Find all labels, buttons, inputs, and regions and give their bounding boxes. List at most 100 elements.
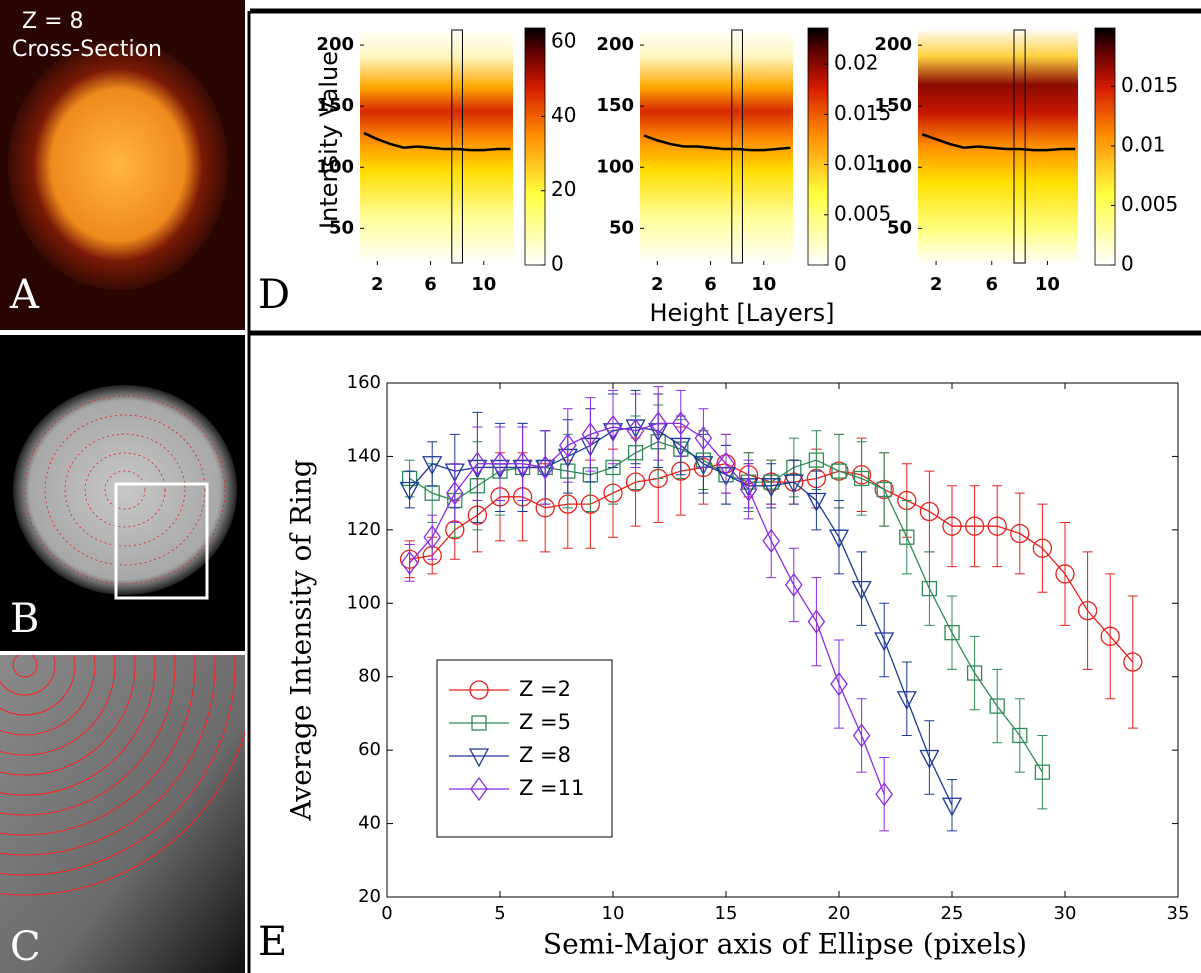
- error-bar: [901, 661, 912, 736]
- x-axis-label: Semi-Major axis of Ellipse (pixels): [543, 928, 1027, 961]
- error-bar: [585, 397, 596, 472]
- panel-letter: A: [9, 272, 40, 318]
- error-bar: [540, 430, 551, 505]
- colorbar-tick-label: 0.015: [1121, 73, 1178, 97]
- error-bar: [1037, 503, 1048, 593]
- error-bar: [879, 756, 890, 832]
- marker: [1032, 538, 1053, 558]
- error-bar: [879, 452, 890, 527]
- cell-ellipse: [13, 385, 237, 595]
- marker: [761, 478, 782, 498]
- colorbar-tick-label: 60: [551, 29, 576, 53]
- colorbar-tick-label: 20: [551, 177, 576, 201]
- x-tick-label: 0: [381, 903, 392, 924]
- marker: [941, 797, 963, 817]
- error-bar: [947, 595, 957, 670]
- heatmap: [360, 28, 513, 265]
- error-bar: [788, 459, 799, 505]
- zoom-box: [114, 482, 209, 600]
- error-bar: [517, 426, 528, 501]
- y-tick-label: 100: [316, 156, 354, 177]
- marker: [1010, 523, 1030, 544]
- marker: [694, 425, 713, 451]
- marker: [783, 474, 804, 494]
- error-bar: [472, 426, 483, 501]
- highlight-box: [731, 29, 743, 264]
- error-bar: [675, 389, 686, 457]
- y-tick-label: 50: [887, 217, 912, 238]
- marker: [852, 723, 871, 748]
- colorbar-tick-label: 0: [551, 252, 564, 276]
- marker: [399, 481, 420, 501]
- marker: [851, 580, 872, 600]
- ellipse-rings: [24, 395, 226, 585]
- colorbar: [524, 27, 546, 266]
- error-bar: [427, 441, 438, 487]
- marker: [919, 749, 940, 769]
- marker: [1034, 764, 1051, 780]
- x-tick-label: 30: [1054, 903, 1077, 924]
- marker: [470, 776, 488, 802]
- x-tick-label: 6: [985, 274, 998, 295]
- marker: [1123, 652, 1143, 672]
- d-y-label: Intensity Value: [315, 51, 343, 229]
- colorbar-tick-label: 0.005: [834, 201, 891, 225]
- marker: [830, 671, 848, 697]
- panel-letter: E: [258, 919, 287, 965]
- x-tick-label: 35: [1167, 903, 1190, 924]
- y-tick-label: 100: [347, 592, 381, 613]
- error-bar: [856, 441, 867, 516]
- colorbar-tick-label: 0.01: [1121, 132, 1166, 156]
- y-tick-label: 100: [596, 156, 634, 177]
- error-bar: [562, 408, 573, 483]
- marker: [874, 632, 895, 652]
- error-bar: [1082, 551, 1093, 670]
- mean-line: [643, 134, 791, 152]
- error-bar: [811, 470, 822, 531]
- x-tick-label: 2: [930, 274, 943, 295]
- marker: [445, 481, 464, 506]
- heatmap: [918, 28, 1078, 265]
- error-bar: [947, 485, 957, 568]
- y-tick-label: 140: [347, 445, 381, 466]
- marker: [808, 452, 825, 468]
- colorbar-tick-label: 0.01: [834, 151, 879, 175]
- y-tick-label: 150: [596, 95, 634, 116]
- mean-line: [921, 133, 1076, 152]
- marker: [739, 477, 758, 502]
- y-tick-label: 200: [874, 34, 912, 55]
- marker: [989, 698, 1005, 714]
- colorbar: [1094, 27, 1116, 266]
- marker: [1100, 626, 1120, 646]
- marker: [807, 609, 826, 634]
- error-bar: [1014, 698, 1025, 773]
- error-bar: [924, 720, 935, 795]
- marker: [604, 414, 622, 440]
- error-bar: [1127, 595, 1138, 729]
- marker: [876, 481, 892, 498]
- marker: [491, 451, 509, 476]
- error-bar: [1014, 492, 1025, 575]
- error-bar: [901, 499, 912, 575]
- colorbar: [807, 27, 829, 266]
- marker: [987, 516, 1007, 536]
- y-tick-label: 100: [874, 156, 912, 177]
- mean-line: [363, 131, 511, 152]
- highlight-box: [451, 29, 463, 264]
- marker: [423, 525, 442, 550]
- y-tick-label: 200: [316, 34, 354, 55]
- error-bar: [698, 408, 709, 468]
- marker: [1012, 727, 1028, 744]
- error-bar: [992, 668, 1003, 744]
- caption: Cross-Section: [12, 37, 162, 62]
- z-label: Z = 8: [22, 9, 84, 34]
- marker: [964, 516, 985, 536]
- colorbar-tick-label: 0.02: [834, 51, 879, 75]
- marker: [784, 572, 803, 598]
- marker: [921, 580, 938, 597]
- marker: [875, 782, 894, 807]
- marker: [513, 451, 532, 476]
- error-bar: [630, 393, 641, 468]
- y-tick-label: 20: [358, 886, 381, 907]
- y-tick-label: 160: [347, 372, 381, 393]
